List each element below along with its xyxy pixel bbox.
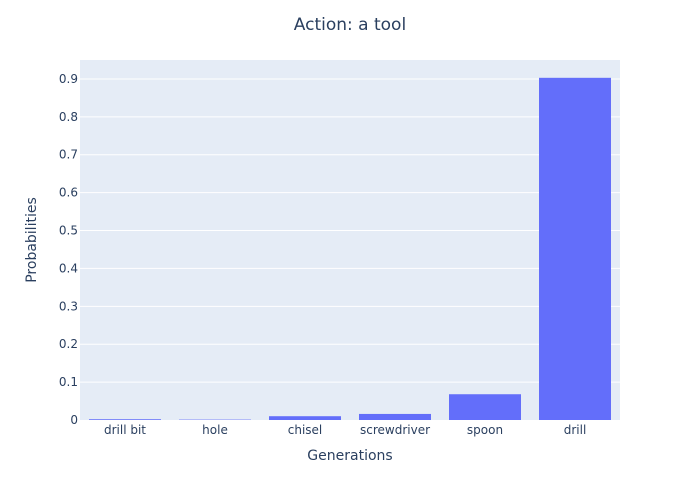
x-tick-label: spoon xyxy=(467,423,503,437)
bars xyxy=(89,77,611,421)
x-tick-label: hole xyxy=(202,423,228,437)
y-axis-ticks: 0 0.1 0.2 0.3 0.4 0.5 0.6 0.7 0.8 0.9 xyxy=(59,72,78,427)
x-axis-title: Generations xyxy=(307,448,392,464)
y-tick-label: 0.5 xyxy=(59,224,78,238)
y-tick-label: 0.2 xyxy=(59,337,78,351)
y-tick-label: 0 xyxy=(70,413,78,427)
y-tick-label: 0.3 xyxy=(59,299,78,313)
bar-drill-bit xyxy=(89,419,161,420)
x-axis-ticks: drill bit hole chisel screwdriver spoon drill xyxy=(104,423,586,437)
y-tick-label: 0.7 xyxy=(59,148,78,162)
x-tick-label: drill xyxy=(564,423,587,437)
x-tick-label: screwdriver xyxy=(360,423,430,437)
y-tick-label: 0.6 xyxy=(59,186,78,200)
bar-drill xyxy=(539,77,611,421)
y-axis-title: Probabilities xyxy=(24,197,40,283)
bar-chisel xyxy=(269,416,341,420)
gridlines xyxy=(80,78,620,383)
y-tick-label: 0.9 xyxy=(59,72,78,86)
x-tick-label: drill bit xyxy=(104,423,146,437)
plot-background xyxy=(80,60,620,420)
y-tick-label: 0.4 xyxy=(59,261,78,275)
x-tick-label: chisel xyxy=(288,423,323,437)
chart-title: Action: a tool xyxy=(294,15,406,35)
bar-screwdriver xyxy=(359,413,431,420)
y-tick-label: 0.1 xyxy=(59,375,78,389)
y-tick-label: 0.8 xyxy=(59,110,78,124)
bar-spoon xyxy=(449,394,521,420)
